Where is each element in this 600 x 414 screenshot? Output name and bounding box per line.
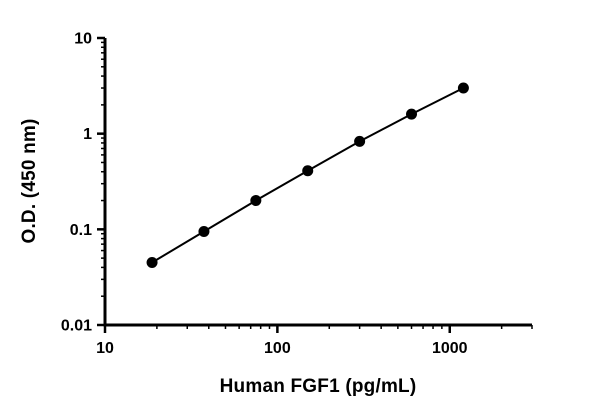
y-tick-label: 10 (74, 31, 92, 48)
x-tick-label: 100 (264, 340, 291, 357)
data-point (457, 82, 469, 94)
y-tick-label: 0.01 (61, 318, 92, 335)
x-axis-title: Human FGF1 (pg/mL) (219, 376, 417, 397)
data-point (302, 165, 314, 177)
data-point (146, 257, 158, 269)
data-point (198, 225, 210, 237)
y-axis-title: O.D. (450 nm) (19, 118, 40, 244)
axis-spines (103, 38, 532, 327)
data-point (250, 195, 262, 207)
data-point (354, 135, 366, 147)
y-tick-label: 1 (83, 126, 92, 143)
x-tick-label: 10 (96, 340, 114, 357)
data-point (406, 108, 418, 120)
y-tick-label: 0.1 (70, 222, 92, 239)
x-tick-label: 1000 (432, 340, 468, 357)
